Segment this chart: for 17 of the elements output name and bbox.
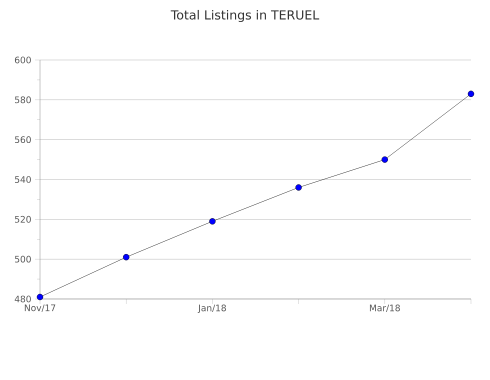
y-tick-label: 540 — [14, 176, 31, 183]
chart-title: Total Listings in TERUEL — [170, 10, 320, 22]
x-tick-label: Jan/18 — [198, 304, 226, 314]
point — [468, 90, 474, 98]
y-tick-label: 600 — [14, 56, 31, 64]
y-tick-label: 500 — [14, 256, 31, 263]
point — [382, 156, 388, 163]
y-tick-label: 580 — [14, 96, 31, 104]
y-tick-label: 520 — [14, 216, 31, 223]
y-tick-label: 480 — [14, 296, 31, 302]
x-tick-label: Nov/17 — [24, 304, 56, 312]
x-tick-label: Mar/18 — [370, 304, 400, 312]
point — [209, 218, 216, 225]
point — [295, 184, 302, 191]
y-tick-label: 560 — [14, 136, 31, 144]
point — [123, 254, 130, 260]
point — [36, 294, 44, 300]
